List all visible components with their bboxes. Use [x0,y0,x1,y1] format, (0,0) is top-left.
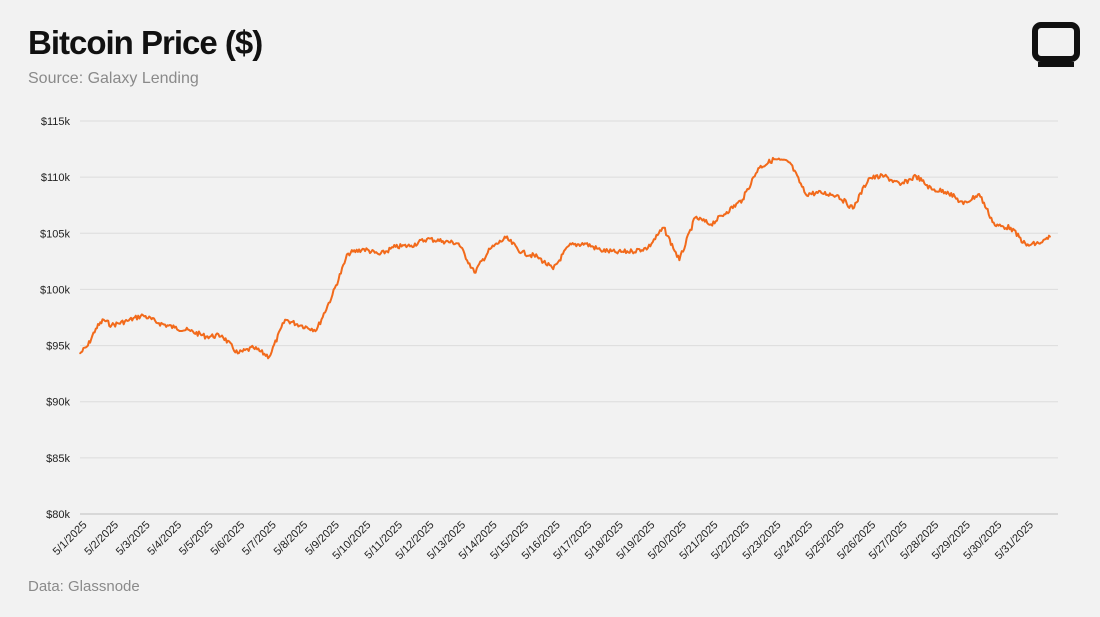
data-point [442,240,444,242]
data-point [678,259,681,262]
data-point [1025,244,1028,247]
data-point [205,335,207,338]
data-point [363,248,365,250]
data-point [1041,241,1043,244]
data-point [852,207,854,210]
data-point [978,193,980,195]
data-point [87,344,89,347]
galaxy-logo-icon [1032,22,1080,67]
data-point [126,320,129,322]
data-point [79,352,81,355]
data-point [773,158,775,160]
data-point [915,175,917,177]
data-point [102,318,105,321]
data-point [789,161,791,164]
data-point [599,249,602,251]
data-point [95,327,97,330]
data-point [631,250,633,253]
data-point [883,175,886,177]
chart-subtitle: Source: Galaxy Lending [28,70,199,87]
y-tick-label: $90k [46,397,70,409]
data-point [426,238,428,240]
data-point [757,167,760,169]
data-point [142,314,144,317]
data-point [505,237,507,239]
price-series-line [79,156,1051,360]
data-point [284,318,286,321]
data-point [994,224,996,227]
data-point [189,330,192,332]
data-point [725,211,728,213]
data-point [520,251,523,254]
data-point [867,177,870,180]
data-point [158,322,160,324]
data-point [1009,226,1012,229]
data-point [300,324,302,327]
data-point [899,184,902,186]
grid-lines [80,120,1058,515]
data-point [473,271,476,274]
data-point [931,188,933,191]
data-point [268,356,271,358]
data-point [741,198,744,201]
data-point [694,216,696,219]
y-tick-label: $100k [40,284,70,296]
data-point [489,248,491,250]
data-point [173,326,176,329]
series-layer [79,156,1051,360]
data-point [962,203,965,205]
data-point [457,242,460,245]
data-point [836,194,838,196]
data-point [410,244,413,247]
y-tick-label: $110k [41,172,71,184]
data-point [584,242,586,245]
data-point [315,329,318,331]
data-point [647,247,649,249]
data-point [221,334,223,337]
data-point [378,253,381,256]
data-point [394,246,397,248]
x-axis-ticks: 5/1/20255/2/20255/3/20255/4/20255/5/2025… [51,519,1036,562]
y-tick-label: $95k [46,341,70,353]
data-point [662,226,665,229]
data-point [252,347,255,349]
data-point [710,223,712,226]
data-point [236,352,239,355]
y-axis-ticks: $80k $85k $90k $95k $100k $105k $110k $115k [40,116,70,521]
chart-title: Bitcoin Price ($) [28,24,263,61]
y-tick-label: $105k [40,228,70,240]
data-point [1049,235,1051,238]
data-point [552,268,554,271]
data-point [331,294,334,296]
y-tick-label: $80k [46,509,70,521]
data-point [568,244,570,247]
data-point [804,193,807,195]
y-tick-label: $115k [41,116,71,128]
data-point [536,256,539,258]
data-point [110,324,113,327]
data-point [615,251,618,254]
y-tick-label: $85k [46,453,70,465]
data-point [946,190,949,193]
data-source-note: Data: Glassnode [28,578,140,595]
data-point [820,192,823,194]
data-point [347,252,350,255]
